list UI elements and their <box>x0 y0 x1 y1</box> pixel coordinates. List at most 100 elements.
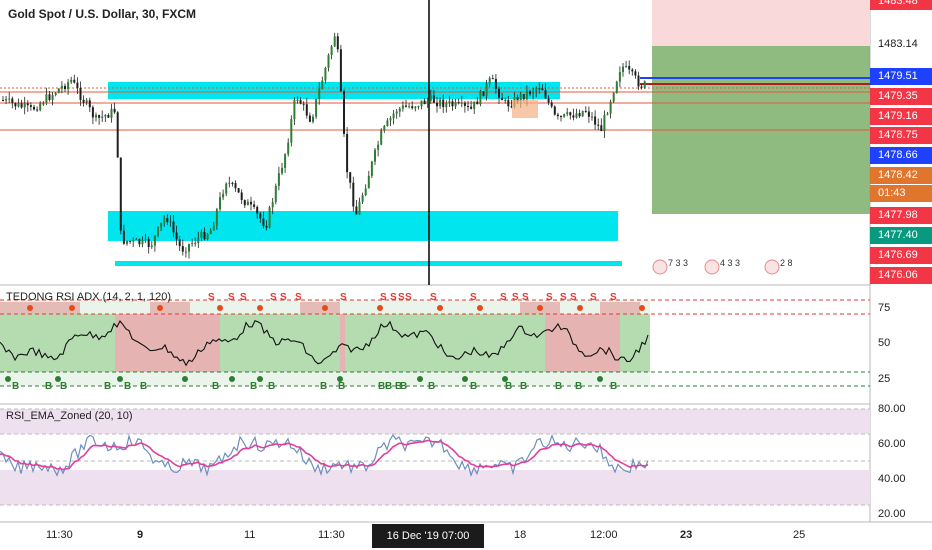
candle-body <box>2 100 4 101</box>
candle-body <box>374 149 376 162</box>
candle-body <box>556 114 559 117</box>
rsi-adx-line <box>0 319 649 367</box>
candle-body <box>253 204 256 207</box>
sell-dot <box>157 305 163 311</box>
candle-body <box>380 130 383 145</box>
candle-body <box>544 90 547 99</box>
candle-body <box>584 110 587 112</box>
candle-body <box>417 106 420 108</box>
candle-body <box>228 182 231 184</box>
candle-body <box>234 183 237 189</box>
price-tag-green: 1477.40 <box>870 227 932 244</box>
candle-body <box>429 95 432 101</box>
candle-body <box>312 116 314 122</box>
candle-body <box>281 167 283 174</box>
candle-body <box>377 144 380 150</box>
buy-signal-marker: B <box>250 381 257 392</box>
candle-body <box>392 113 395 119</box>
us-flag-icon <box>704 259 720 275</box>
candle-body <box>566 112 569 115</box>
candle-body <box>60 85 63 89</box>
sell-signal-marker: S <box>295 292 302 303</box>
candle-body <box>76 82 79 88</box>
candle-body <box>563 114 566 117</box>
candle-body <box>231 182 234 184</box>
crosshair-time-label: 16 Dec '19 07:00 <box>372 524 484 548</box>
rsi-ema-level-label: 60.00 <box>878 438 906 450</box>
candle-body <box>321 80 324 89</box>
buy-signal-marker: B <box>428 381 435 392</box>
sell-signal-marker: S <box>340 292 347 303</box>
buy-dot <box>462 376 468 382</box>
candle-body <box>203 231 206 240</box>
sell-signal-marker: S <box>208 292 215 303</box>
candle-body <box>448 101 451 103</box>
event-count: 2 8 <box>780 258 793 268</box>
current-price-tag: 1478.42 <box>870 167 932 184</box>
time-label: 25 <box>793 529 806 541</box>
candle-body <box>622 66 624 73</box>
candle-body <box>197 237 200 244</box>
candle-body <box>33 106 35 110</box>
candle-body <box>395 111 398 114</box>
candle-body <box>57 88 60 94</box>
candle-body <box>423 100 426 105</box>
sell-signal-marker: S <box>470 292 477 303</box>
rsi-ema-label[interactable]: RSI_EMA_Zoned (20, 10) <box>6 410 133 422</box>
candle-body <box>54 93 57 95</box>
candle-body <box>287 142 290 155</box>
buy-signal-marker: B <box>610 381 617 392</box>
candle-body <box>553 106 556 115</box>
candle-body <box>550 102 553 107</box>
candle-body <box>454 102 457 107</box>
candle-body <box>470 106 473 109</box>
chart-title: Gold Spot / U.S. Dollar, 30, FXCM <box>8 7 197 21</box>
sell-signal-marker: S <box>610 292 617 303</box>
candle-body <box>153 235 156 246</box>
candle-body <box>625 66 628 68</box>
candle-body <box>315 99 318 117</box>
candle-body <box>398 108 401 112</box>
candle-body <box>150 245 153 248</box>
candle-body <box>451 101 454 107</box>
buy-signal-marker: B <box>45 381 52 392</box>
sell-dot <box>27 305 33 311</box>
price-tag-red: 1479.16 <box>870 108 932 125</box>
sell-dot <box>639 305 645 311</box>
candle-body <box>144 239 147 241</box>
buy-signal-marker: B <box>395 381 402 392</box>
rsi-adx-label[interactable]: TEDONG RSI ADX (14, 2, 1, 120) <box>6 291 172 303</box>
time-label: 11 <box>244 529 256 541</box>
candle-body <box>290 119 293 143</box>
candle-body <box>73 79 76 83</box>
candle-body <box>265 225 268 228</box>
candle-body <box>256 206 259 214</box>
rsi-zone-upper <box>0 409 870 434</box>
candle-body <box>308 115 311 122</box>
candle-body <box>600 125 603 132</box>
buy-dot <box>229 376 235 382</box>
sell-signal-marker: S <box>270 292 277 303</box>
candle-body <box>504 99 507 101</box>
candle-body <box>628 66 631 70</box>
candle-body <box>222 193 225 198</box>
candle-body <box>324 67 327 81</box>
candle-body <box>367 175 370 189</box>
sell-dot <box>477 305 483 311</box>
rsi-ema-level-label: 20.00 <box>878 508 906 520</box>
time-label: 23 <box>680 529 693 541</box>
buy-dot <box>257 376 263 382</box>
sell-dot <box>437 305 443 311</box>
candle-body <box>463 102 466 106</box>
candle-body <box>643 81 646 88</box>
trend-zone <box>345 314 545 372</box>
candle-body <box>352 182 355 207</box>
candle-body <box>262 218 265 226</box>
buy-signal-marker: B <box>268 381 275 392</box>
candle-body <box>299 99 302 104</box>
buy-dot <box>182 376 188 382</box>
candle-body <box>79 87 82 100</box>
candle-body <box>141 239 144 245</box>
